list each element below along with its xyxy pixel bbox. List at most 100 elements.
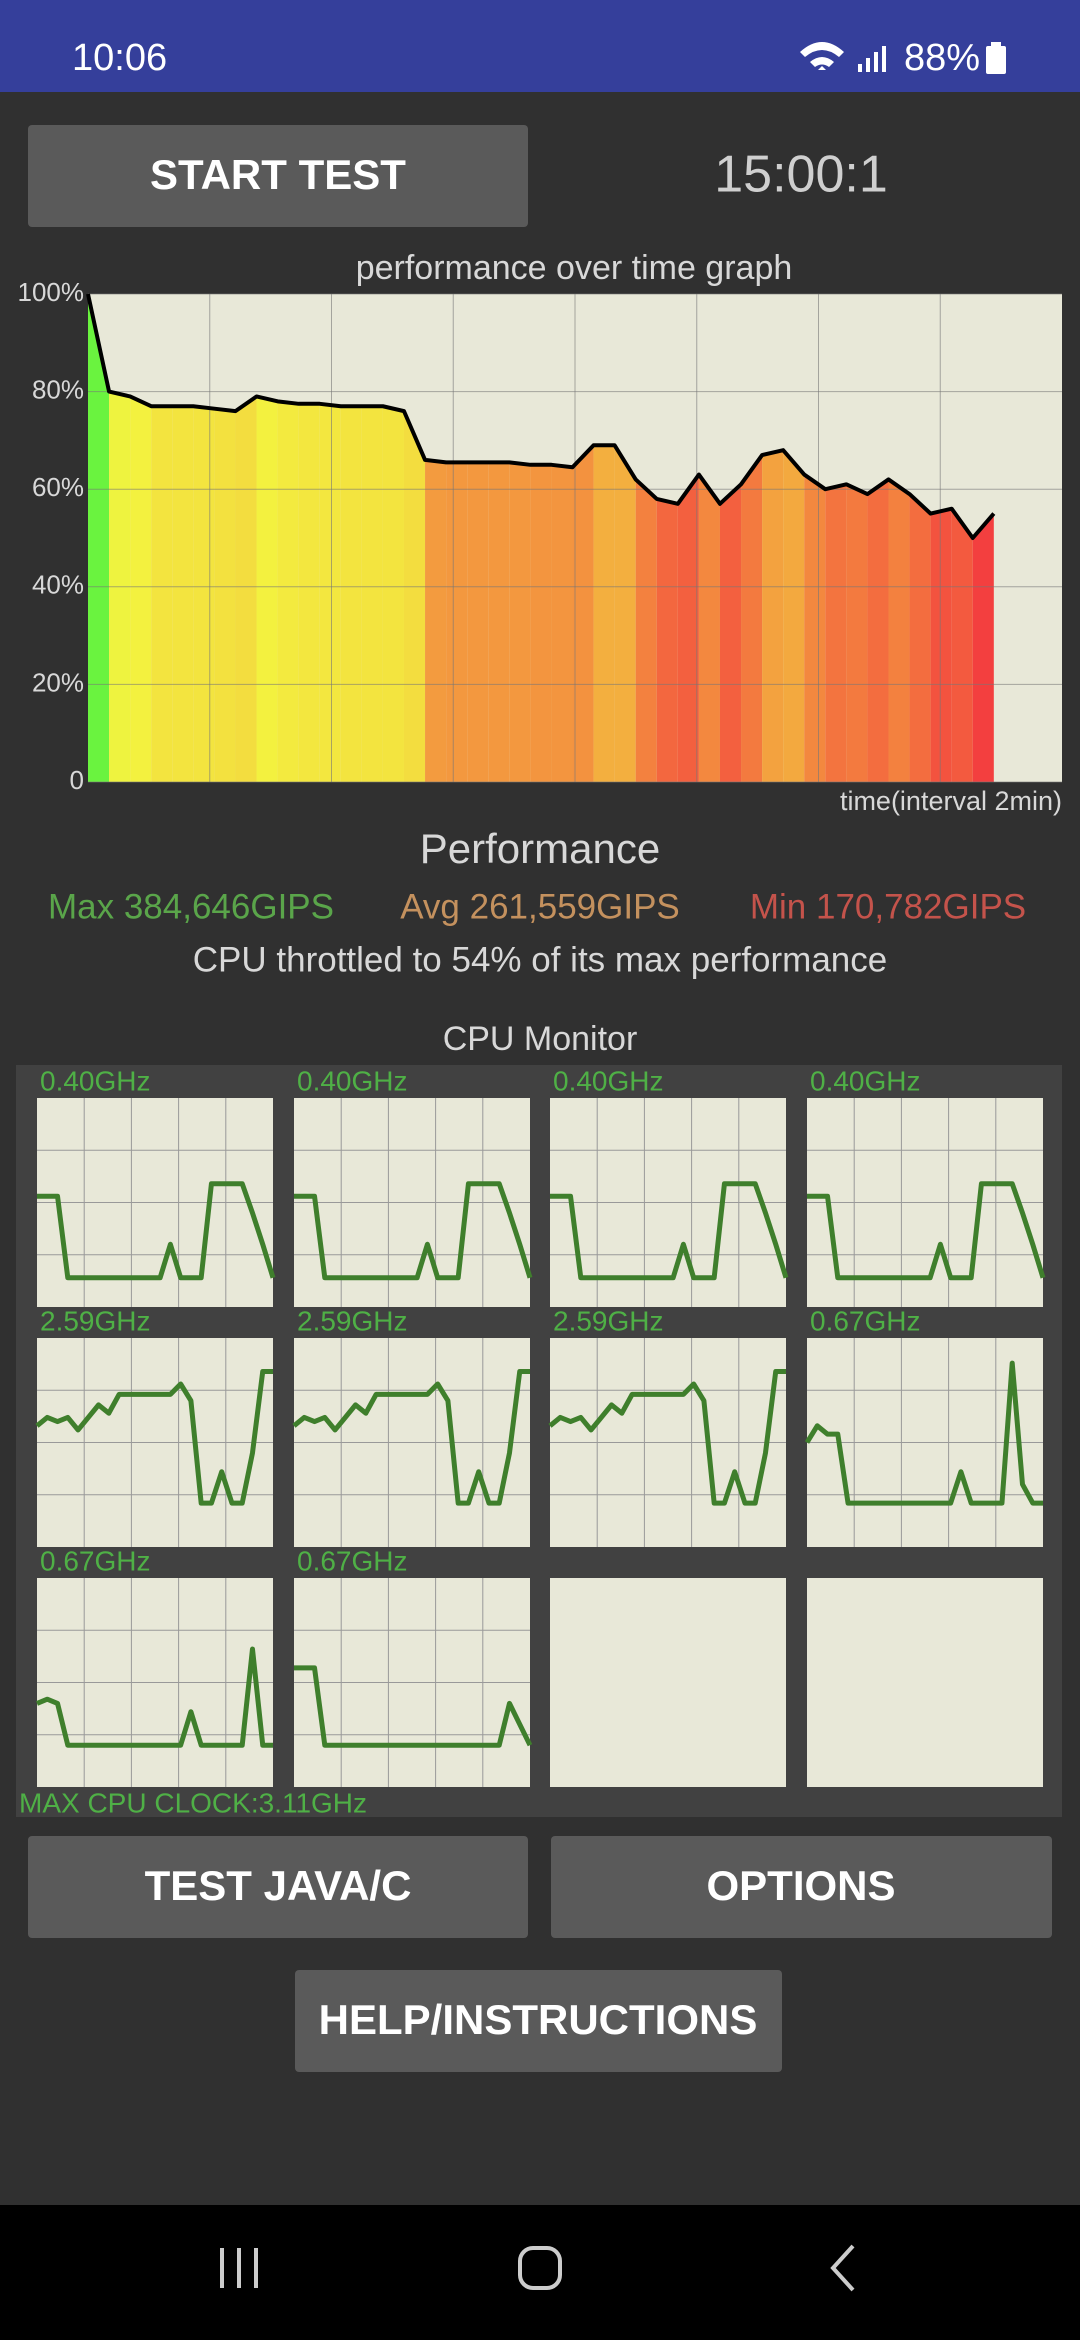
area-segment	[719, 484, 742, 782]
area-segment	[530, 464, 552, 782]
cpu-frequency: 0.40GHz	[810, 1065, 921, 1096]
x-axis-label: time(interval 2min)	[840, 786, 1062, 816]
area-segment	[593, 445, 615, 782]
battery-level: 88%	[904, 37, 980, 79]
area-segment	[572, 445, 594, 782]
chart-layer: 0 20% 40% 60% 80% 100%	[18, 277, 1062, 795]
area-segment	[635, 479, 657, 782]
area-segment	[488, 462, 510, 782]
cpu-load-line	[36, 1646, 273, 1748]
cpu-frequency: 0.40GHz	[40, 1065, 151, 1096]
status-bar	[0, 0, 1080, 92]
throttle-summary: CPU throttled to 54% of its max performa…	[193, 940, 887, 979]
area-segment	[382, 406, 404, 782]
cpu-load-line	[807, 1181, 1046, 1281]
area-segment	[783, 450, 805, 782]
help-button[interactable]	[295, 1970, 782, 2072]
cpu-frequency: 2.59GHz	[40, 1305, 151, 1336]
signal-bar	[858, 64, 862, 72]
home-button[interactable]	[518, 2246, 562, 2290]
chart-title: performance over time graph	[356, 249, 793, 287]
navigation-bar	[0, 2205, 1080, 2340]
recent-apps-button[interactable]	[220, 2248, 258, 2288]
cpu-load-line	[292, 1368, 530, 1506]
avg-performance: Avg 261,559GIPS	[400, 887, 680, 926]
area-segment	[403, 411, 426, 782]
performance-line	[86, 293, 996, 540]
cpu-load-line	[294, 1665, 533, 1748]
start-test-button[interactable]	[28, 125, 528, 227]
options-label: OPTIONS	[706, 1862, 895, 1909]
cpu-frequency: 0.67GHz	[810, 1305, 921, 1336]
area-segment	[656, 498, 678, 782]
y-tick-label: 0	[70, 765, 84, 795]
area-segment	[340, 406, 362, 782]
area-segment	[909, 494, 931, 782]
area-segment	[930, 508, 952, 782]
area-segment	[825, 484, 847, 782]
cpu-cell	[807, 1578, 1043, 1787]
wifi-icon	[800, 42, 844, 70]
cpu-cell	[550, 1578, 786, 1787]
status-icons	[800, 42, 1006, 74]
y-tick-label: 40%	[32, 570, 84, 600]
signal-bar	[866, 58, 870, 72]
area-segment	[88, 294, 110, 782]
cpu-grid: 0.40GHz 0.40GHz 0.40GHz 0.40GHz 2.59GHz 2.59G…	[35, 1065, 1046, 1787]
cpu-load-line	[804, 1360, 1043, 1506]
battery-icon	[986, 46, 1006, 74]
cpu-monitor-title: CPU Monitor	[443, 1020, 638, 1058]
performance-title: Performance	[420, 825, 660, 872]
area-segment	[614, 445, 636, 782]
signal-bar	[874, 52, 878, 72]
area-segment	[298, 403, 320, 782]
cpu-load-line	[35, 1368, 273, 1506]
back-button[interactable]	[830, 2244, 855, 2292]
area-segment	[446, 462, 468, 782]
area-segment	[867, 479, 889, 782]
battery-tip	[991, 42, 1001, 47]
options-button[interactable]	[551, 1836, 1052, 1938]
area-segment	[214, 408, 236, 782]
cpu-frequency: 2.59GHz	[297, 1305, 408, 1336]
area-segment	[193, 406, 215, 782]
timer: 15:00:1	[714, 146, 888, 204]
cpu-load-line	[37, 1181, 276, 1281]
area-segment	[951, 508, 973, 782]
y-tick-label: 80%	[32, 374, 84, 404]
area-segment	[277, 401, 299, 782]
area-segment	[551, 464, 573, 782]
area-segment	[361, 406, 383, 782]
cpu-load-line	[294, 1181, 533, 1281]
area-segment	[509, 462, 531, 782]
max-performance: Max 384,646GIPS	[48, 887, 334, 926]
area-segment	[130, 396, 152, 782]
max-cpu-clock: MAX CPU CLOCK:3.11GHz	[19, 1787, 367, 1818]
area-segment	[846, 484, 868, 782]
area-segment	[172, 406, 194, 782]
start-test-label: START TEST	[150, 151, 406, 198]
area-segment	[425, 459, 447, 782]
help-label: HELP/INSTRUCTIONS	[319, 1996, 758, 2043]
area-segment	[677, 474, 699, 782]
min-performance: Min 170,782GIPS	[750, 887, 1026, 926]
area-segment	[762, 450, 784, 782]
cpu-frequency: 2.59GHz	[553, 1305, 664, 1336]
cpu-frequency: 0.67GHz	[297, 1545, 408, 1576]
cpu-frequency: 0.67GHz	[40, 1545, 151, 1576]
cpu-frequency: 0.40GHz	[297, 1065, 408, 1096]
cpu-load-line	[548, 1368, 786, 1506]
area-segment	[151, 406, 173, 782]
y-tick-label: 60%	[32, 472, 84, 502]
test-java-button[interactable]	[28, 1836, 528, 1938]
area-segment	[256, 396, 278, 782]
area-segment	[741, 455, 763, 782]
signal-bar	[882, 46, 886, 72]
area-segment	[467, 462, 489, 782]
area-segment	[319, 403, 341, 782]
area-segment	[888, 479, 910, 782]
status-time: 10:06	[72, 37, 167, 79]
area-segment	[698, 474, 720, 782]
